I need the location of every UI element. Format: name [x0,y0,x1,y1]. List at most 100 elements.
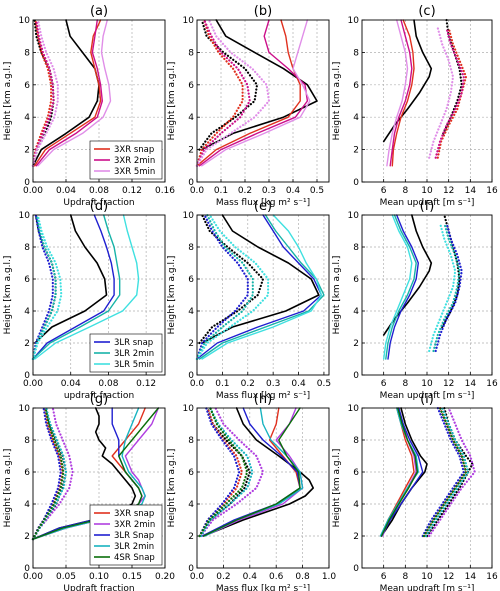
series-line-10 [199,406,254,538]
x-tick-label: 0.12 [122,186,142,196]
plot-frame [361,407,493,569]
y-tick-label: 0 [24,371,30,381]
panel-title: (d) [90,199,108,214]
y-tick-label: 10 [19,211,31,221]
y-tick-label: 6 [24,81,30,91]
x-tick-label: 16 [486,379,498,389]
series-line-6 [31,18,55,167]
series-line-9 [198,406,241,538]
series-line-8 [31,406,74,541]
y-tick-label: 4 [24,500,30,510]
x-tick-label: 0.16 [155,186,175,196]
y-tick-label: 4 [353,307,359,317]
y-axis-label: Height [km a.g.l.] [167,256,177,335]
series-line-0 [382,214,433,336]
y-tick-label: 2 [24,532,30,542]
x-tick-label: 0.00 [23,572,43,582]
x-axis-label: Mean updraft [m s⁻¹] [380,391,475,401]
x-tick-label: 0.5 [310,186,324,196]
y-tick-label: 0 [24,178,30,188]
y-tick-label: 2 [24,146,30,156]
series-line-6 [202,407,301,537]
y-tick-label: 8 [188,243,194,253]
legend-entry: 3XR snap [114,509,154,519]
y-tick-label: 8 [353,436,359,446]
y-tick-label: 4 [188,113,194,123]
series-line-4 [201,214,323,360]
y-tick-label: 0 [353,564,359,574]
y-axis-label: Height [km a.g.l.] [3,62,13,141]
y-tick-label: 4 [353,500,359,510]
series-line-9 [421,406,465,538]
panel-title: (a) [90,4,108,19]
y-tick-label: 10 [19,16,31,26]
panel-0: 0.00 0.04 0.08 0.12 0.16 0 2 4 6 8 10 (a) Updraft fr… [3,4,175,208]
legend-entry: 3LR snap [114,338,153,348]
x-tick-label: 0.08 [89,186,109,196]
panel-title: (i) [420,392,434,407]
x-tick-label: 0.2 [241,379,255,389]
panel-title: (e) [254,199,272,214]
series-line-3 [389,19,413,167]
legend-entry: 3XR snap [114,145,154,155]
y-tick-label: 8 [24,48,30,58]
series-line-11 [31,406,65,541]
series-line-0 [202,407,315,537]
y-axis-label: Height [km a.g.l.] [3,449,13,528]
y-tick-label: 0 [353,371,359,381]
series-line-4 [201,19,311,167]
series-line-3 [35,19,104,167]
x-tick-label: 0.4 [243,572,258,582]
x-tick-label: 0.8 [295,572,310,582]
x-axis-label: updraft fraction [64,391,134,401]
x-tick-label: 16 [486,572,498,582]
y-tick-label: 6 [353,468,359,478]
y-tick-label: 8 [24,436,30,446]
panel-title: (c) [418,4,435,19]
plot-frame [32,19,166,183]
y-tick-label: 8 [188,48,194,58]
x-tick-label: 0.2 [238,186,252,196]
legend-entry: 3XR 5min [114,167,155,177]
plot-frame [32,407,166,569]
x-tick-label: 0.05 [56,572,76,582]
x-tick-label: 14 [465,186,477,196]
x-tick-label: 0.5 [317,379,331,389]
x-axis-label: Updraft fraction [63,584,134,591]
x-tick-label: 0.1 [215,379,229,389]
series-line-3 [198,214,325,360]
panel-1: 0.0 0.1 0.2 0.3 0.4 0.5 0 2 4 6 8 10 (b) Mass flux [k… [167,4,330,208]
series-line-4 [383,214,413,360]
x-axis-label: Updraft fraction [63,198,134,208]
y-tick-label: 4 [188,307,194,317]
plot-frame [32,214,166,376]
y-tick-label: 2 [188,339,194,349]
y-tick-label: 0 [188,178,194,188]
panel-title: (g) [90,392,108,407]
series-line-5 [31,18,53,167]
x-tick-label: 8 [402,572,408,582]
series-line-1 [425,406,474,538]
x-tick-label: 0.2 [216,572,230,582]
series-line-3 [385,214,417,360]
x-tick-label: 0.4 [291,379,306,389]
series-line-1 [198,406,251,538]
series-line-6 [434,27,465,159]
y-tick-label: 2 [353,339,359,349]
panel-title: (h) [254,392,272,407]
y-tick-label: 10 [348,211,360,221]
plot-frame [196,19,330,183]
y-tick-label: 4 [24,113,30,123]
x-axis-label: Mass flux [kg m² s⁻¹] [216,584,310,591]
legend-entry: 3XR 2min [114,156,155,166]
y-tick-label: 4 [353,113,359,123]
x-tick-label: 0.1 [214,186,228,196]
series-line-8 [428,406,476,538]
y-tick-label: 2 [188,146,194,156]
plot-frame [361,214,493,376]
legend-entry: 3LR Snap [114,531,154,541]
x-tick-label: 0.00 [23,379,43,389]
series-line-4 [34,214,140,360]
